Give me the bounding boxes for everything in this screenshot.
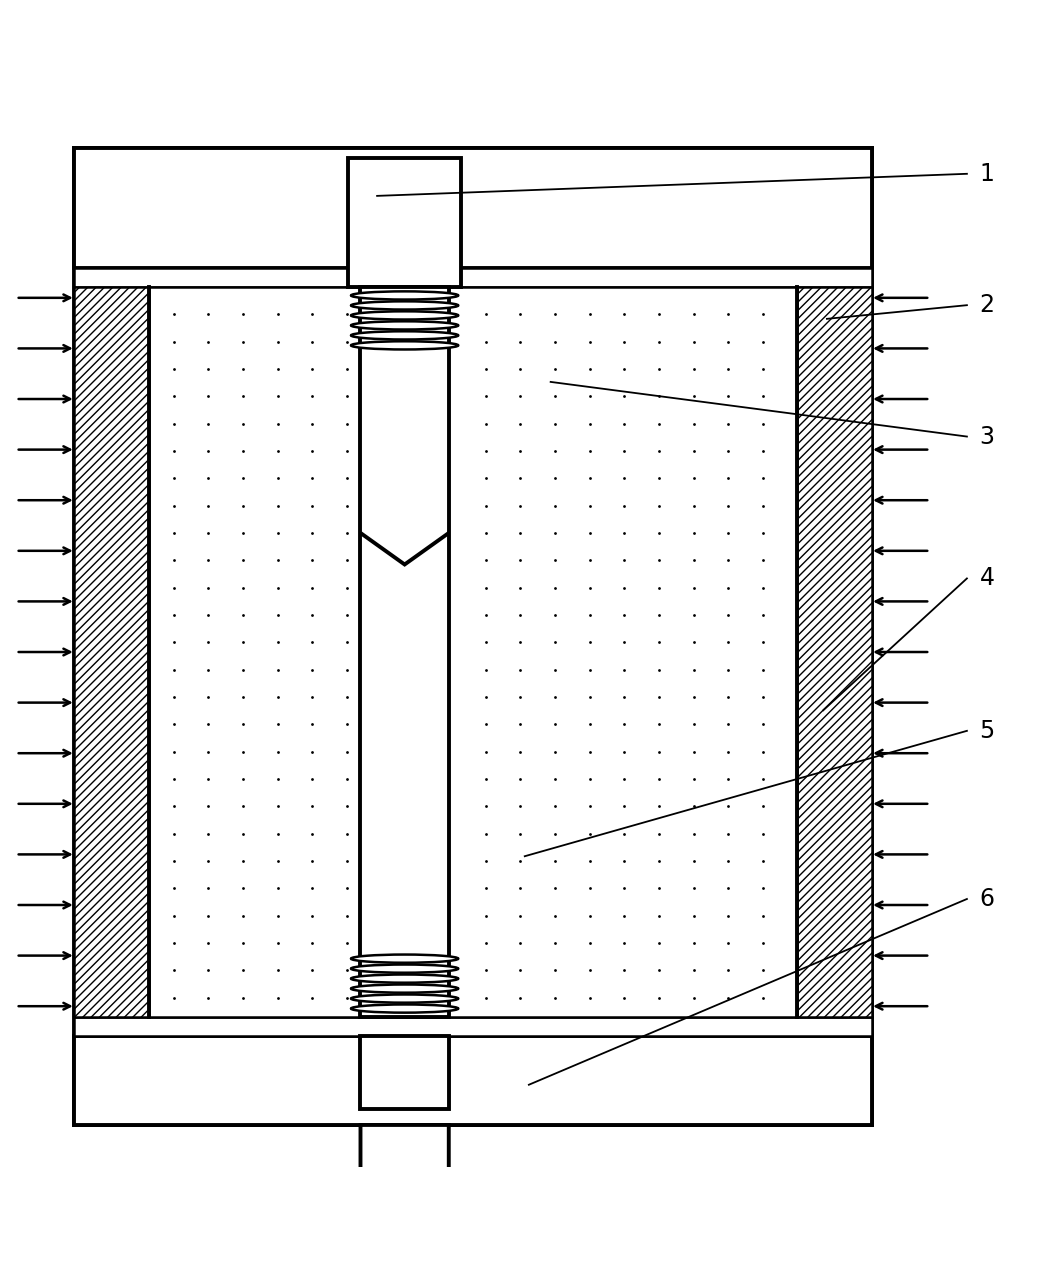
Ellipse shape xyxy=(351,341,458,349)
Text: 4: 4 xyxy=(980,566,994,590)
Text: 6: 6 xyxy=(980,887,994,911)
Ellipse shape xyxy=(351,302,458,309)
Ellipse shape xyxy=(351,965,458,973)
Ellipse shape xyxy=(351,984,458,993)
Ellipse shape xyxy=(351,1005,458,1012)
Text: 1: 1 xyxy=(980,162,994,186)
Bar xyxy=(797,287,872,1016)
Bar xyxy=(74,148,872,268)
Bar xyxy=(360,287,449,1016)
Bar xyxy=(74,287,149,1016)
Ellipse shape xyxy=(351,291,458,299)
Ellipse shape xyxy=(351,331,458,340)
Ellipse shape xyxy=(351,321,458,330)
Ellipse shape xyxy=(351,312,458,319)
Text: 2: 2 xyxy=(980,294,994,317)
Bar xyxy=(360,1035,449,1110)
Ellipse shape xyxy=(351,955,458,962)
Ellipse shape xyxy=(351,975,458,983)
Bar xyxy=(74,1035,872,1125)
Bar xyxy=(74,1016,872,1035)
Text: 3: 3 xyxy=(980,425,994,449)
Polygon shape xyxy=(360,1125,449,1236)
Bar xyxy=(74,148,872,1125)
Bar xyxy=(74,268,872,287)
Text: 5: 5 xyxy=(980,718,995,743)
Bar xyxy=(149,287,797,1016)
Bar xyxy=(348,158,461,287)
Ellipse shape xyxy=(351,994,458,1003)
